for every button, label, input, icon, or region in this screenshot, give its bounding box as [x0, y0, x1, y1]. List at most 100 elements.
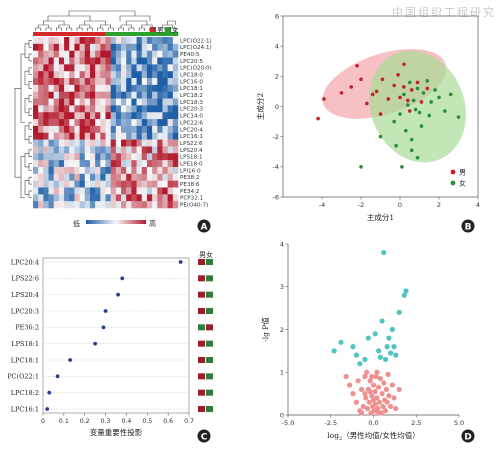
heatmap-cell [38, 146, 44, 154]
heatmap-cell [167, 105, 174, 113]
heatmap-row-label: LPC(O22:1) [180, 38, 212, 44]
y-axis-label: -lg P值 [260, 317, 270, 342]
heatmap-cell [115, 180, 122, 188]
data-point-female [378, 134, 383, 139]
data-point-female [415, 155, 420, 160]
heatmap-cell [69, 160, 75, 168]
heatmap-cell [95, 146, 101, 154]
dendrogram-branch [84, 20, 106, 25]
heatmap-cell [38, 173, 44, 181]
heatmap-cell [33, 57, 39, 65]
heatmap-cell [53, 84, 60, 93]
indicator-header: 男女 [199, 250, 213, 259]
heatmap-row-label: LPC(O20:0) [180, 66, 212, 72]
heatmap-cell [58, 139, 65, 147]
data-point-female [421, 91, 426, 95]
heatmap-cell [157, 160, 163, 168]
heatmap-cell [43, 119, 49, 127]
heatmap-cell [121, 187, 127, 195]
heatmap-cell [69, 132, 75, 140]
heatmap-cell [172, 50, 179, 58]
heatmap-cell [152, 146, 158, 154]
vip-point [68, 358, 73, 362]
heatmap-cell [172, 37, 179, 45]
heatmap-cell [74, 153, 80, 161]
heatmap-cell [172, 194, 179, 202]
heatmap-cell [136, 50, 143, 58]
nonsignificant-point [369, 393, 375, 399]
y-tick-label: 4 [280, 240, 284, 248]
heatmap-cell [48, 146, 55, 154]
heatmap-cell [157, 71, 163, 79]
heatmap-cell [69, 64, 75, 72]
heatmap-group-cell [167, 32, 174, 36]
heatmap-cell [64, 139, 70, 147]
heatmap-cell [89, 125, 96, 134]
indicator-cell [206, 406, 213, 412]
heatmap-cell [43, 180, 49, 188]
data-point-male [378, 112, 383, 116]
indicator-cell [206, 275, 213, 282]
dendrogram-branch [87, 27, 93, 31]
heatmap-cell [152, 98, 158, 106]
heatmap-cell [84, 146, 91, 154]
heatmap-cell [146, 153, 153, 161]
heatmap-cell [84, 160, 91, 168]
row-dendrogram [14, 40, 32, 199]
heatmap-cell [38, 132, 44, 140]
heatmap-cell [121, 201, 127, 209]
nonsignificant-point [364, 369, 370, 375]
heatmap-cell [136, 112, 143, 120]
dendrogram-branch [66, 27, 73, 31]
heatmap-cell [136, 201, 143, 209]
heatmap-row-label: LPC20:4 [180, 127, 203, 133]
data-point-female [429, 100, 434, 104]
data-point-female [411, 98, 416, 103]
heatmap-cell [58, 173, 65, 181]
plot-frame [42, 257, 190, 414]
heatmap-cell [141, 119, 148, 127]
heatmap-cell [136, 187, 143, 195]
heatmap-cell [58, 146, 65, 154]
significant-point [396, 309, 402, 315]
dendrogram-branch [28, 176, 32, 185]
heatmap-cell [167, 187, 174, 195]
data-point-male [396, 73, 400, 77]
heatmap-cell [100, 173, 106, 181]
heatmap-cell [141, 98, 148, 106]
heatmap-row-label: LPE18:0 [180, 161, 203, 167]
heatmap-cell [53, 64, 60, 72]
heatmap-cell [105, 50, 111, 58]
heatmap-group-cell [69, 32, 75, 36]
heatmap-cell [38, 139, 44, 147]
x-tick-label: 0 [398, 201, 402, 209]
heatmap-cell [89, 71, 96, 79]
heatmap-cell [110, 98, 117, 106]
heatmap-cell [126, 37, 132, 45]
dendrogram-branch [97, 27, 104, 31]
heatmap-cell [141, 153, 148, 161]
data-point-male [339, 91, 344, 95]
heatmap-cell [152, 132, 158, 140]
heatmap-cell [33, 180, 39, 188]
heatmap-cell [146, 50, 153, 58]
heatmap-cell [48, 112, 55, 120]
heatmap-cell [115, 43, 122, 51]
x-tick-label: 0.0 [368, 419, 378, 427]
heatmap-cell [64, 125, 70, 134]
heatmap-cell [126, 187, 132, 195]
dendrogram-branch [56, 27, 62, 31]
heatmap-row-label: LPC18:2 [180, 93, 203, 99]
heatmap-cell [89, 132, 96, 140]
heatmap-cell [33, 146, 39, 154]
heatmap-cell [152, 173, 158, 181]
heatmap-cell [146, 105, 153, 113]
heatmap-cell [95, 194, 101, 202]
dendrogram-branch [128, 27, 135, 31]
heatmap-cell [126, 98, 132, 106]
data-point-male [355, 63, 359, 68]
heatmap-cell [115, 91, 122, 99]
vip-point [178, 260, 183, 264]
heatmap-cell [115, 166, 122, 175]
heatmap-cell [136, 84, 143, 93]
